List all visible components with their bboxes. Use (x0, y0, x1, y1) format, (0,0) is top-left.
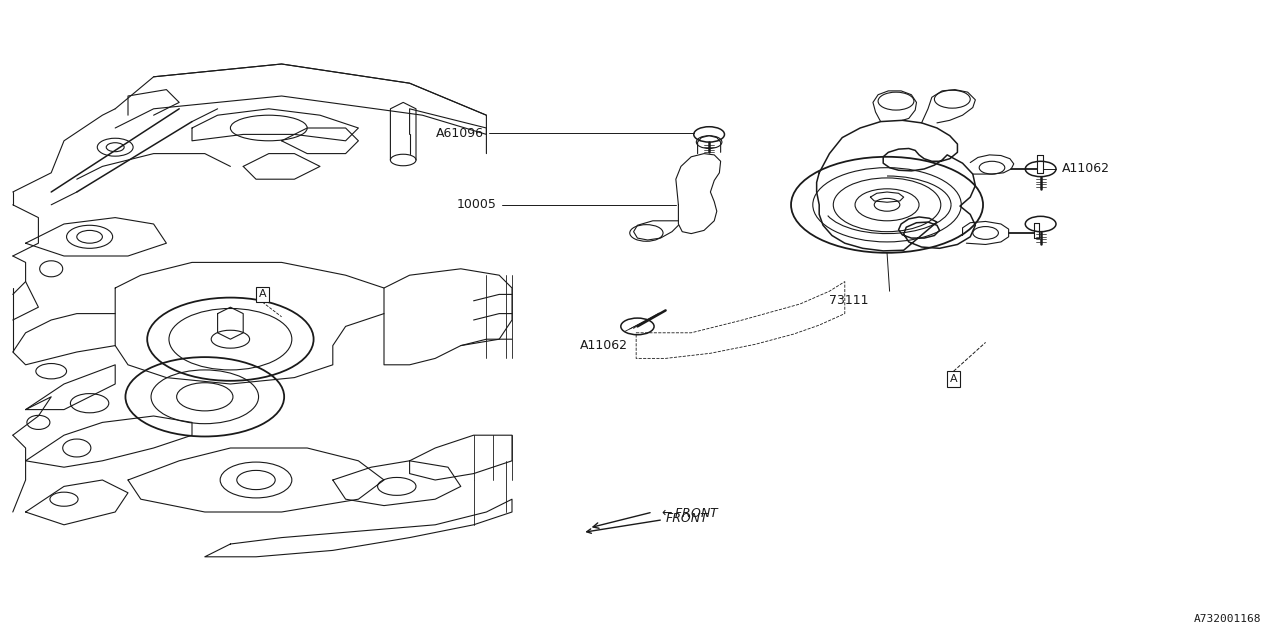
Text: $\leftarrow$FRONT: $\leftarrow$FRONT (659, 507, 721, 520)
Text: A11062: A11062 (580, 339, 628, 352)
Text: FRONT: FRONT (666, 512, 708, 525)
Text: A: A (950, 374, 957, 384)
Text: A11062: A11062 (1062, 163, 1110, 175)
Text: 73111: 73111 (829, 294, 869, 307)
Text: A732001168: A732001168 (1193, 614, 1261, 624)
Text: 10005: 10005 (457, 198, 497, 211)
Text: A61096: A61096 (435, 127, 484, 140)
Text: A: A (259, 289, 266, 300)
